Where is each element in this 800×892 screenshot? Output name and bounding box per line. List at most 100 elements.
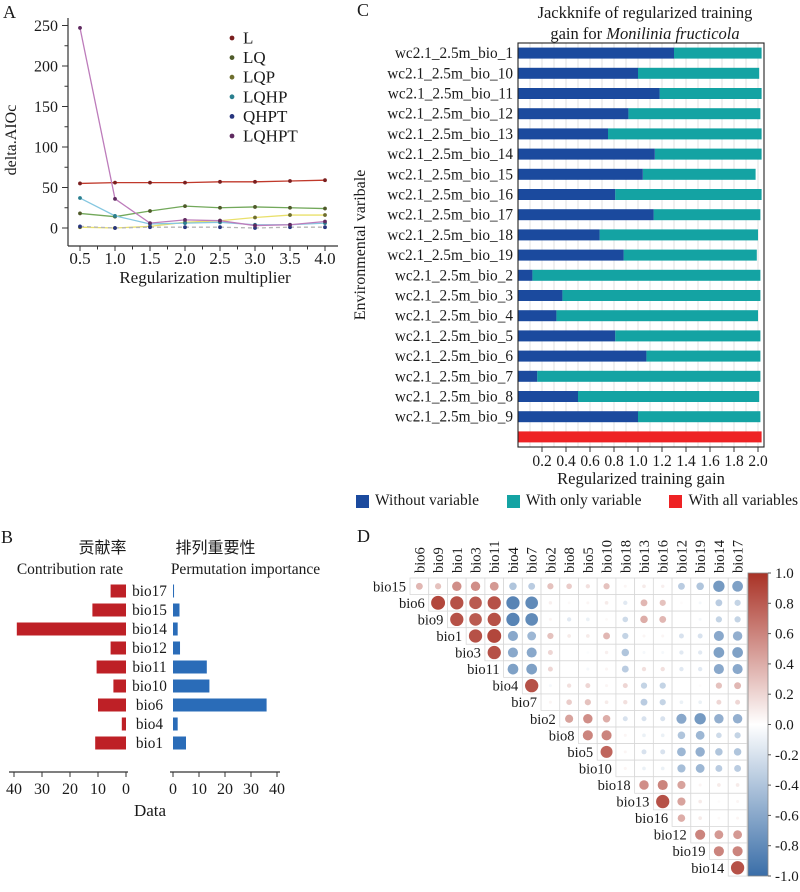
column-label-bio12: bio12 [674, 540, 690, 573]
correlation-circle-bio1-bio12 [678, 633, 684, 639]
correlation-circle-bio13-bio19 [698, 799, 702, 804]
data-point-L [323, 178, 327, 183]
colorbar-tick-label: 0.8 [775, 596, 794, 612]
without-bar-wc2.1_2.5m_bio_11 [518, 88, 660, 99]
x-tick-label: 2.0 [748, 453, 768, 470]
correlation-circle-bio4-bio19 [698, 684, 702, 687]
contribution-bar-bio10 [113, 679, 126, 693]
correlation-circle-bio6-bio3 [469, 596, 482, 610]
correlation-circle-bio15-bio10 [603, 583, 610, 590]
correlation-circle-bio15-bio17 [732, 580, 743, 592]
correlation-circle-bio6-bio10 [604, 601, 609, 605]
correlation-circle-bio2-bio19 [694, 713, 706, 725]
data-point-QHPT [183, 225, 187, 230]
correlation-circle-bio11-bio5 [586, 667, 590, 671]
correlation-circle-bio15-bio5 [585, 584, 590, 589]
correlation-circle-bio7-bio10 [604, 700, 609, 705]
x-tick-label: 3.5 [279, 249, 300, 268]
correlation-circle-bio10-bio12 [677, 764, 686, 773]
x-tick-label: 1.0 [628, 453, 648, 470]
correlation-circle-bio4-bio7 [525, 679, 539, 693]
correlation-circle-bio8-bio17 [734, 732, 741, 739]
correlation-circle-bio3-bio19 [698, 650, 703, 655]
variable-label-wc2.1_2.5m_bio_3: wc2.1_2.5m_bio_3 [395, 288, 513, 305]
colorbar-tick-label: 0.2 [775, 687, 794, 703]
correlation-circle-bio2-bio18 [622, 716, 628, 722]
x-tick-label: 1.0 [104, 249, 125, 268]
contribution-bar-bio14 [16, 622, 126, 636]
data-point-LQHPT [183, 218, 187, 222]
panel-b-left-title-zh: 贡献率 [78, 540, 127, 557]
variable-label-wc2.1_2.5m_bio_19: wc2.1_2.5m_bio_19 [387, 247, 513, 264]
column-label-bio19: bio19 [693, 540, 709, 573]
correlation-circle-bio3-bio18 [621, 648, 630, 657]
row-label-bio11: bio11 [467, 662, 500, 678]
column-label-bio3: bio3 [469, 547, 485, 573]
correlation-circle-bio2-bio14 [714, 714, 724, 724]
y-tick-label: 100 [34, 140, 58, 157]
correlation-circle-bio11-bio19 [698, 666, 703, 672]
permutation-bar-bio1 [173, 736, 186, 750]
with-only-bar-wc2.1_2.5m_bio_18 [599, 229, 758, 241]
column-label-bio1: bio1 [450, 547, 466, 573]
permutation-bar-bio17 [173, 584, 175, 598]
correlation-circle-bio11-bio2 [547, 666, 553, 672]
variable-label-wc2.1_2.5m_bio_10: wc2.1_2.5m_bio_10 [387, 65, 513, 82]
without-bar-wc2.1_2.5m_bio_14 [518, 148, 655, 160]
correlation-circle-bio4-bio18 [622, 683, 628, 689]
right-axis-tick-label: 20 [217, 781, 233, 798]
correlation-circle-bio18-bio12 [677, 780, 686, 790]
data-point-QHPT [148, 225, 152, 230]
correlation-circle-bio1-bio7 [527, 631, 537, 641]
column-label-bio17: bio17 [731, 540, 747, 573]
right-axis-tick-label: 0 [169, 781, 177, 798]
correlation-circle-bio4-bio13 [640, 682, 648, 689]
panel-b-right-title-en: Permutation importance [170, 561, 321, 578]
correlation-circle-bio7-bio17 [735, 699, 741, 705]
data-point-L [183, 180, 187, 185]
panel-c-title-line2: gain for Monilinia fructicola [550, 24, 740, 44]
without-bar-wc2.1_2.5m_bio_4 [518, 310, 557, 322]
correlation-circle-bio9-bio16 [659, 615, 667, 623]
with-only-bar-wc2.1_2.5m_bio_1 [674, 47, 762, 59]
with-only-bar-wc2.1_2.5m_bio_17 [653, 209, 761, 221]
x-tick-label: 1.4 [676, 453, 696, 470]
correlation-circle-bio5-bio18 [623, 750, 627, 754]
panel-a-label: A [3, 2, 16, 22]
without-bar-wc2.1_2.5m_bio_1 [518, 47, 674, 59]
correlation-circle-bio15-bio1 [452, 581, 462, 591]
with-only-bar-wc2.1_2.5m_bio_19 [623, 249, 757, 261]
data-point-L [288, 179, 292, 183]
x-tick-label: 3.0 [244, 249, 265, 268]
variable-label-wc2.1_2.5m_bio_1: wc2.1_2.5m_bio_1 [395, 45, 513, 62]
without-bar-wc2.1_2.5m_bio_5 [518, 330, 616, 342]
data-point-LQHPT [218, 218, 222, 223]
x-tick-label: 1.6 [700, 453, 720, 470]
column-label-bio14: bio14 [712, 539, 728, 573]
panel-c-chart: wc2.1_2.5m_bio_1 wc2.1_2.5m_bio_10 wc2.1_2… [352, 42, 768, 488]
contribution-bar-bio17 [110, 584, 126, 598]
correlation-circle-bio2-bio17 [732, 714, 743, 724]
series-line-LQP [79, 214, 325, 229]
legend-label: With all variables [688, 492, 798, 509]
correlation-circle-bio16-bio14 [717, 816, 721, 820]
without-bar-wc2.1_2.5m_bio_9 [518, 411, 638, 423]
without-bar-wc2.1_2.5m_bio_18 [518, 229, 600, 241]
column-label-bio7: bio7 [525, 547, 541, 573]
correlation-circle-bio15-bio16 [661, 584, 665, 588]
variable-label-wc2.1_2.5m_bio_18: wc2.1_2.5m_bio_18 [387, 227, 513, 244]
correlation-circle-bio13-bio14 [717, 800, 721, 803]
x-tick-label: 0.8 [604, 453, 624, 470]
correlation-circle-bio3-bio16 [661, 651, 665, 655]
column-label-bio18: bio18 [618, 540, 634, 573]
correlation-circle-bio8-bio19 [695, 730, 705, 740]
variable-label-wc2.1_2.5m_bio_15: wc2.1_2.5m_bio_15 [387, 166, 513, 183]
correlation-circle-bio7-bio8 [566, 699, 572, 705]
correlation-circle-bio1-bio14 [713, 630, 724, 641]
column-label-bio4: bio4 [506, 546, 522, 573]
correlation-circle-bio1-bio11 [487, 629, 502, 643]
legend-marker-QHPT [229, 114, 235, 119]
correlation-circle-bio18-bio14 [717, 783, 721, 787]
legend-label-LQHPT: LQHPT [243, 127, 298, 146]
x-tick-label: 0.5 [69, 249, 90, 268]
